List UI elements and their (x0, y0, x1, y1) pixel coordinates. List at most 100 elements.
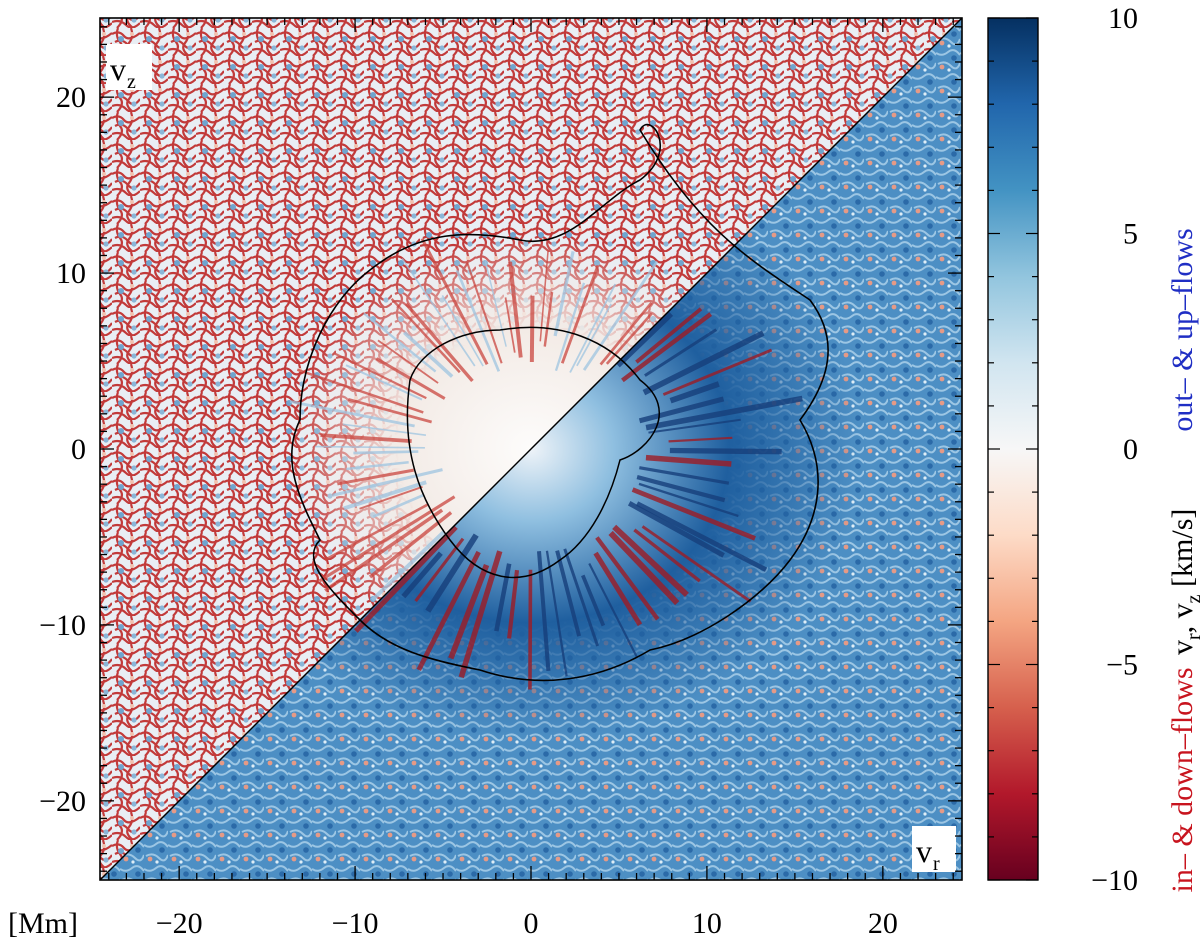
filament (401, 551, 443, 599)
filament (377, 339, 439, 384)
filament (334, 352, 427, 400)
y-tick-label: 0 (71, 433, 86, 466)
filament (320, 433, 412, 444)
filament (353, 525, 458, 633)
colorbar-label-negative: in– & down–flows (1166, 668, 1199, 893)
svg-text:r: r (933, 853, 940, 875)
colorbar-tick-labels: −10 −5 0 5 10 (1091, 2, 1138, 897)
spot-outer-contour (291, 123, 829, 682)
y-tick-label: 20 (56, 81, 86, 114)
filament (595, 536, 660, 621)
colorbar-label: vr, vz [km/s] (1166, 509, 1200, 655)
axis-unit-label: [Mm] (8, 907, 78, 940)
filament (599, 301, 653, 366)
filament (569, 283, 617, 373)
filament (668, 436, 733, 443)
filament (337, 468, 415, 486)
filament (390, 297, 461, 374)
x-tick-labels: −20 −10 0 10 20 (156, 907, 898, 940)
filament (588, 562, 639, 659)
filament (545, 550, 568, 677)
filament (346, 460, 409, 471)
y-tick-labels: −20 −10 0 10 20 (39, 81, 86, 818)
svg-text:v: v (110, 51, 126, 87)
filament (504, 297, 516, 353)
filament (324, 503, 429, 562)
filament (615, 311, 674, 368)
filament (593, 551, 643, 627)
filament (554, 282, 586, 372)
filament (582, 260, 659, 371)
colorbar-label-positive: out– & up–flows (1166, 228, 1199, 431)
svg-text:in– & down–flows: in– & down–flows (1166, 668, 1199, 893)
filament (414, 537, 465, 603)
velocity-map (100, 18, 962, 880)
y-tick-label: 10 (56, 257, 86, 290)
filament (636, 474, 726, 503)
filament (508, 261, 523, 358)
axis-ticks (100, 18, 962, 880)
filament (420, 237, 489, 365)
colorbar-ticks (988, 17, 1038, 881)
filament (608, 530, 680, 606)
x-tick-label: 0 (524, 907, 539, 940)
filament (528, 569, 533, 690)
filament (635, 307, 703, 364)
filament (576, 303, 612, 367)
filament (343, 480, 427, 511)
colorbar-tick-label: 5 (1123, 218, 1138, 251)
filament (315, 445, 425, 449)
filament (363, 312, 437, 373)
filament (425, 533, 479, 613)
svg-text:out– & up–flows: out– & up–flows (1166, 228, 1199, 431)
filament (639, 466, 730, 485)
colorbar-tick-label: −10 (1091, 864, 1138, 897)
filament (627, 501, 725, 558)
filament (345, 364, 423, 401)
filament (645, 395, 803, 431)
filament (563, 548, 599, 647)
filament (633, 528, 701, 583)
filament (644, 328, 718, 377)
filament (635, 501, 768, 572)
filament (641, 525, 752, 603)
filament (645, 454, 732, 467)
colorbar-tick-label: 10 (1108, 2, 1138, 35)
filament (458, 550, 503, 679)
filament (543, 291, 554, 347)
filament (638, 482, 739, 518)
filament (529, 295, 535, 363)
filament (669, 447, 782, 455)
svg-text:v: v (916, 833, 932, 869)
filament (581, 574, 606, 627)
filament (401, 258, 476, 367)
filament (372, 493, 425, 518)
x-tick-label: −10 (332, 907, 379, 940)
filament (342, 423, 427, 436)
filament (553, 251, 575, 337)
filament (507, 569, 520, 639)
filament (441, 295, 484, 367)
filament (662, 348, 773, 396)
filament (648, 418, 741, 434)
filament (368, 511, 453, 579)
colorbar-tick-label: 0 (1123, 433, 1138, 466)
filament (332, 468, 443, 497)
filament (404, 302, 474, 383)
filament (638, 396, 725, 424)
x-tick-label: 10 (692, 907, 722, 940)
x-tick-label: −20 (156, 907, 203, 940)
filament (484, 260, 507, 347)
filament (370, 530, 446, 602)
filament (669, 381, 720, 404)
filament (347, 398, 432, 424)
panel-label-vz: v z (106, 44, 152, 93)
svg-text:vr, vz [km/s]: vr, vz [km/s] (1166, 509, 1200, 655)
filament (555, 550, 582, 637)
filament (466, 262, 503, 364)
svg-text:z: z (127, 71, 136, 93)
filament (539, 250, 549, 342)
filament (416, 550, 481, 672)
y-tick-label: −20 (39, 785, 86, 818)
